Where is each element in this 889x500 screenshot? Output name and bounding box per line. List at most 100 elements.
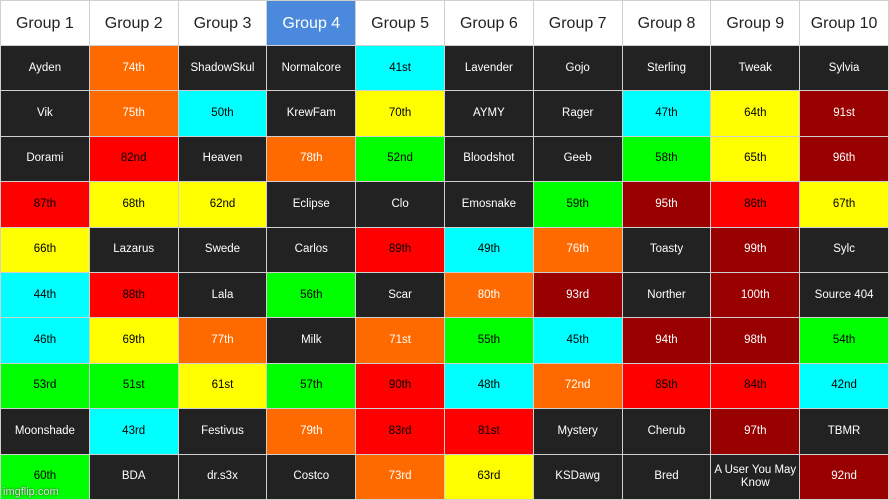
grid-cell: Gojo [532, 44, 623, 92]
grid-cell: 90th [355, 362, 445, 410]
grid-cell: Toasty [621, 226, 712, 273]
grid-cell: 69th [88, 317, 179, 364]
table-row: Vik 75th 50th KrewFam 70th AYMY Rager 47th 64th 9… [0, 90, 889, 137]
grid-cell: Source 404 [799, 271, 889, 319]
grid-cell: 46th [0, 317, 90, 364]
grid-cell: Moonshade [0, 408, 90, 455]
table-row: Moonshade 43rd Festivus 79th 83rd 81st Mystery… [0, 408, 889, 455]
grid-cell: 43rd [88, 408, 179, 455]
grid-cell: 60th [0, 453, 90, 500]
grid-cell: 47th [621, 90, 712, 137]
grid-cell: Swede [177, 226, 268, 273]
grid-cell: 72nd [532, 362, 623, 410]
grid-cell: Heaven [177, 135, 268, 183]
grid-cell: Lala [177, 271, 268, 319]
grid-cell: 65th [710, 135, 801, 183]
grid-cell: Cherub [621, 408, 712, 455]
grid-cell: 85th [621, 362, 712, 410]
grid-cell: 91st [799, 90, 889, 137]
group-header: Group 9 [710, 0, 801, 46]
grid-cell: 49th [443, 226, 534, 273]
grid-cell: Sterling [621, 44, 712, 92]
grid-cell: 79th [266, 408, 357, 455]
grid-cell: Lavender [443, 44, 534, 92]
grid-cell: Eclipse [266, 181, 357, 228]
table-row: Dorami 82nd Heaven 78th 52nd Bloodshot Geeb 58t… [0, 135, 889, 183]
group-header: Group 8 [621, 0, 712, 46]
grid-cell: KSDawg [532, 453, 623, 500]
grid-cell: Festivus [177, 408, 268, 455]
table-row: 46th 69th 77th Milk 71st 55th 45th 94th 98th 54th [0, 317, 889, 364]
grid-cell: 84th [710, 362, 801, 410]
grid-cell: 59th [532, 181, 623, 228]
grid-cell: 50th [177, 90, 268, 137]
grid-cell: Costco [266, 453, 357, 500]
grid-cell: 89th [355, 226, 445, 273]
group-header: Group 1 [0, 0, 90, 46]
grid-cell: Sylvia [799, 44, 889, 92]
grid-cell: AYMY [443, 90, 534, 137]
grid-cell: 81st [443, 408, 534, 455]
grid-cell: Carlos [266, 226, 357, 273]
group-header: Group 5 [355, 0, 445, 46]
grid-cell: 71st [355, 317, 445, 364]
table-row: 87th 68th 62nd Eclipse Clo Emosnake 59th 95th 86… [0, 181, 889, 228]
grid-cell: Milk [266, 317, 357, 364]
grid-cell: 66th [0, 226, 90, 273]
grid-cell: 48th [443, 362, 534, 410]
grid-cell: 77th [177, 317, 268, 364]
grid-cell: A User You May Know [710, 453, 801, 500]
grid-cell: 41st [355, 44, 445, 92]
grid-cell: Scar [355, 271, 445, 319]
grid-cell: 83rd [355, 408, 445, 455]
grid-cell: Clo [355, 181, 445, 228]
group-header: Group 4 [266, 0, 357, 46]
grid-cell: 95th [621, 181, 712, 228]
grid-cell: 62nd [177, 181, 268, 228]
header-row: Group 1 Group 2 Group 3 Group 4 Group 5 Group… [0, 0, 889, 46]
grid-cell: 99th [710, 226, 801, 273]
grid-cell: 52nd [355, 135, 445, 183]
table-row: Ayden 74th ShadowSkul Normalcore 41st Lavende… [0, 44, 889, 92]
grid-cell: 98th [710, 317, 801, 364]
grid-cell: 56th [266, 271, 357, 319]
grid-cell: Mystery [532, 408, 623, 455]
grid-cell: Lazarus [88, 226, 179, 273]
table-body: Ayden 74th ShadowSkul Normalcore 41st Lavende… [0, 44, 889, 500]
grid-cell: 93rd [532, 271, 623, 319]
grid-cell: BDA [88, 453, 179, 500]
grid-cell: 64th [710, 90, 801, 137]
grid-cell: Vik [0, 90, 90, 137]
group-header: Group 2 [88, 0, 179, 46]
group-header: Group 7 [532, 0, 623, 46]
imgflip-watermark: imgflip.com [3, 486, 59, 498]
grid-cell: 58th [621, 135, 712, 183]
grid-cell: 82nd [88, 135, 179, 183]
grid-cell: 97th [710, 408, 801, 455]
table-row: 66th Lazarus Swede Carlos 89th 49th 76th Toasty… [0, 226, 889, 273]
grid-cell: 53rd [0, 362, 90, 410]
grid-cell: Tweak [710, 44, 801, 92]
grid-cell: 51st [88, 362, 179, 410]
grid-cell: 73rd [355, 453, 445, 500]
table-row: 44th 88th Lala 56th Scar 80th 93rd Norther 100th… [0, 271, 889, 319]
grid-cell: 44th [0, 271, 90, 319]
group-header: Group 10 [799, 0, 889, 46]
grid-cell: Dorami [0, 135, 90, 183]
grid-cell: dr.s3x [177, 453, 268, 500]
grid-cell: Sylc [799, 226, 889, 273]
grid-cell: 54th [799, 317, 889, 364]
grid-cell: Emosnake [443, 181, 534, 228]
grid-cell: 80th [443, 271, 534, 319]
grid-cell: 78th [266, 135, 357, 183]
grid-cell: Bred [621, 453, 712, 500]
grid-cell: 45th [532, 317, 623, 364]
grid-cell: 100th [710, 271, 801, 319]
grid-cell: 63rd [443, 453, 534, 500]
grid-cell: KrewFam [266, 90, 357, 137]
grid-cell: 96th [799, 135, 889, 183]
group-header: Group 3 [177, 0, 268, 46]
grid-cell: Normalcore [266, 44, 357, 92]
group-header: Group 6 [443, 0, 534, 46]
